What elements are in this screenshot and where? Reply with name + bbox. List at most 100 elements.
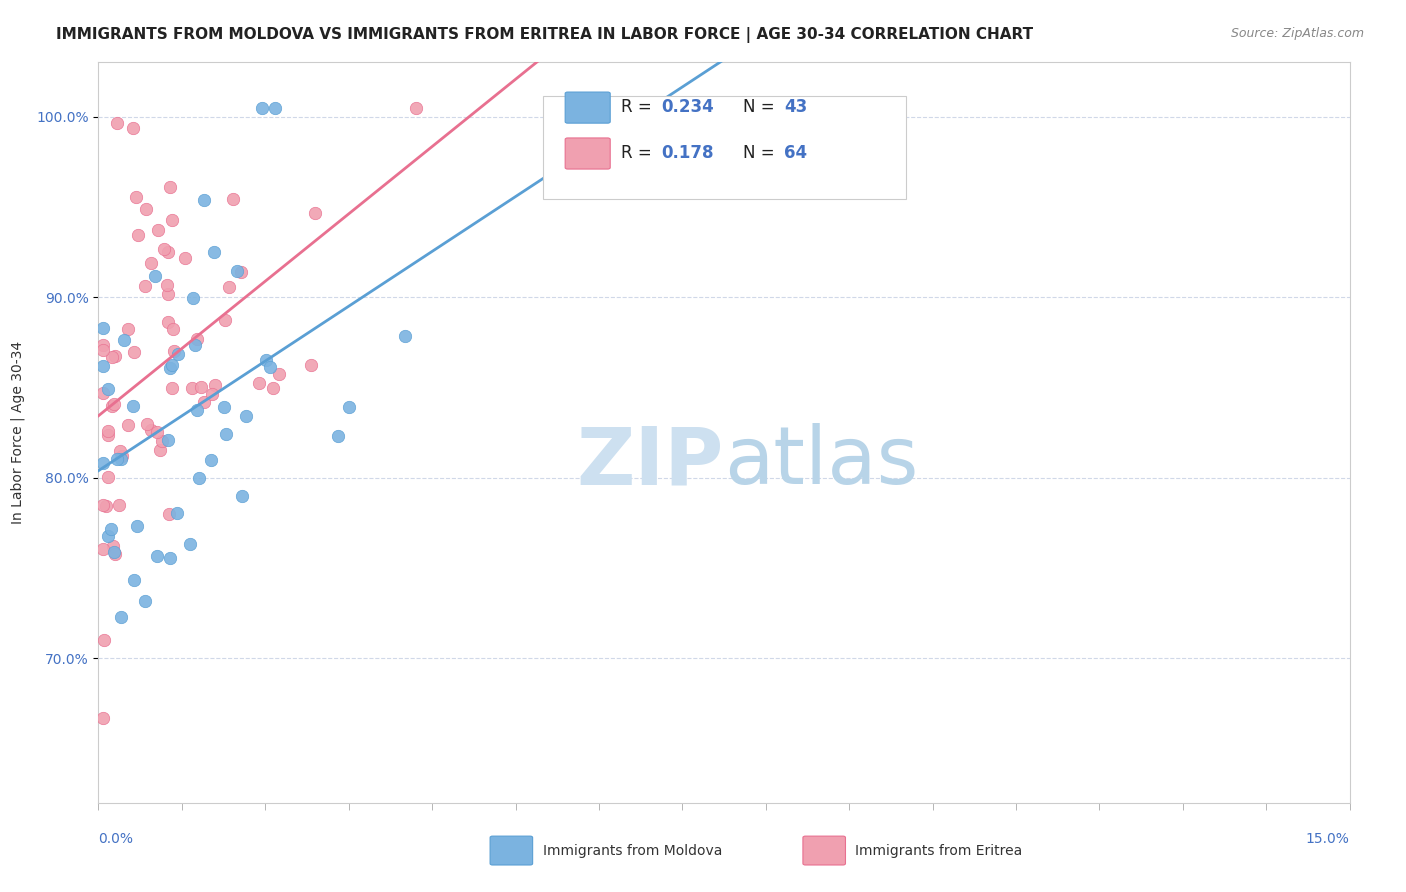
Point bbox=[103, 545, 125, 559]
Text: 0.0%: 0.0% bbox=[98, 832, 134, 847]
Point bbox=[124, 344, 146, 359]
Point bbox=[97, 382, 120, 396]
Point bbox=[149, 443, 172, 458]
Point bbox=[202, 244, 225, 259]
Point bbox=[173, 252, 195, 266]
Point bbox=[162, 359, 184, 373]
Point bbox=[235, 409, 257, 424]
Point bbox=[134, 594, 156, 608]
FancyBboxPatch shape bbox=[803, 836, 845, 865]
Text: 0.178: 0.178 bbox=[661, 144, 714, 161]
Point bbox=[134, 279, 156, 293]
Point bbox=[108, 498, 131, 512]
Point bbox=[122, 573, 145, 587]
Point bbox=[183, 291, 205, 305]
Point bbox=[201, 386, 224, 401]
Point bbox=[214, 312, 236, 326]
Text: Immigrants from Eritrea: Immigrants from Eritrea bbox=[855, 844, 1022, 858]
Point bbox=[231, 489, 253, 503]
Point bbox=[91, 321, 114, 335]
Point bbox=[105, 451, 128, 466]
Point bbox=[91, 386, 114, 401]
Point bbox=[262, 381, 284, 395]
Point bbox=[159, 180, 181, 194]
Point bbox=[326, 429, 349, 443]
Point bbox=[166, 506, 188, 520]
Point bbox=[97, 427, 120, 442]
Point bbox=[111, 450, 134, 464]
Point bbox=[135, 417, 157, 431]
Point bbox=[122, 399, 145, 413]
Point bbox=[215, 427, 238, 442]
Text: 15.0%: 15.0% bbox=[1306, 832, 1350, 847]
Point bbox=[229, 265, 252, 279]
Text: R =: R = bbox=[621, 98, 658, 116]
Point bbox=[100, 522, 122, 536]
Point bbox=[179, 537, 201, 551]
Point bbox=[159, 551, 181, 566]
Point bbox=[125, 519, 148, 533]
Point bbox=[141, 423, 163, 437]
Point bbox=[301, 358, 323, 372]
Point bbox=[193, 193, 215, 207]
FancyBboxPatch shape bbox=[543, 95, 905, 200]
Point bbox=[156, 315, 179, 329]
Point bbox=[146, 549, 169, 563]
Point bbox=[152, 242, 174, 256]
FancyBboxPatch shape bbox=[565, 92, 610, 123]
Point bbox=[105, 116, 128, 130]
FancyBboxPatch shape bbox=[491, 836, 533, 865]
Point bbox=[91, 456, 114, 470]
Point bbox=[259, 360, 281, 375]
Point bbox=[269, 367, 291, 381]
Point bbox=[112, 334, 135, 348]
Point bbox=[250, 101, 273, 115]
Point bbox=[127, 227, 149, 242]
Point bbox=[200, 453, 222, 467]
Point bbox=[125, 190, 148, 204]
Point bbox=[225, 264, 247, 278]
Point bbox=[146, 425, 169, 439]
Point bbox=[91, 343, 114, 357]
Point bbox=[160, 381, 183, 395]
Point bbox=[337, 401, 360, 415]
Point bbox=[117, 418, 139, 433]
Point bbox=[104, 547, 127, 561]
Point bbox=[186, 332, 208, 346]
Point bbox=[156, 245, 179, 260]
Point bbox=[405, 101, 427, 115]
Point bbox=[97, 470, 120, 484]
Point bbox=[139, 256, 162, 270]
Point bbox=[156, 433, 179, 447]
Point bbox=[97, 529, 120, 543]
Text: 43: 43 bbox=[785, 98, 807, 116]
Point bbox=[101, 400, 124, 414]
Point bbox=[110, 451, 132, 466]
Point bbox=[117, 322, 139, 336]
Y-axis label: In Labor Force | Age 30-34: In Labor Force | Age 30-34 bbox=[10, 341, 25, 524]
Point bbox=[91, 359, 114, 374]
Point bbox=[163, 344, 186, 359]
Point bbox=[100, 350, 122, 364]
Point bbox=[264, 101, 287, 115]
Point bbox=[103, 397, 125, 411]
Point bbox=[186, 403, 208, 417]
Point bbox=[166, 347, 188, 361]
Text: 0.234: 0.234 bbox=[661, 98, 714, 116]
Point bbox=[222, 192, 245, 206]
Point bbox=[156, 277, 179, 292]
Point bbox=[157, 507, 180, 521]
Text: ZIP: ZIP bbox=[576, 423, 724, 501]
Point bbox=[93, 633, 115, 648]
Point bbox=[193, 395, 215, 409]
Point bbox=[159, 361, 181, 376]
Text: Source: ZipAtlas.com: Source: ZipAtlas.com bbox=[1230, 27, 1364, 40]
Text: N =: N = bbox=[742, 98, 780, 116]
Point bbox=[162, 321, 184, 335]
Point bbox=[104, 349, 127, 363]
Text: IMMIGRANTS FROM MOLDOVA VS IMMIGRANTS FROM ERITREA IN LABOR FORCE | AGE 30-34 CO: IMMIGRANTS FROM MOLDOVA VS IMMIGRANTS FR… bbox=[56, 27, 1033, 43]
Text: R =: R = bbox=[621, 144, 658, 161]
Point bbox=[394, 329, 416, 343]
Text: Immigrants from Moldova: Immigrants from Moldova bbox=[543, 844, 723, 858]
Point bbox=[96, 500, 118, 514]
